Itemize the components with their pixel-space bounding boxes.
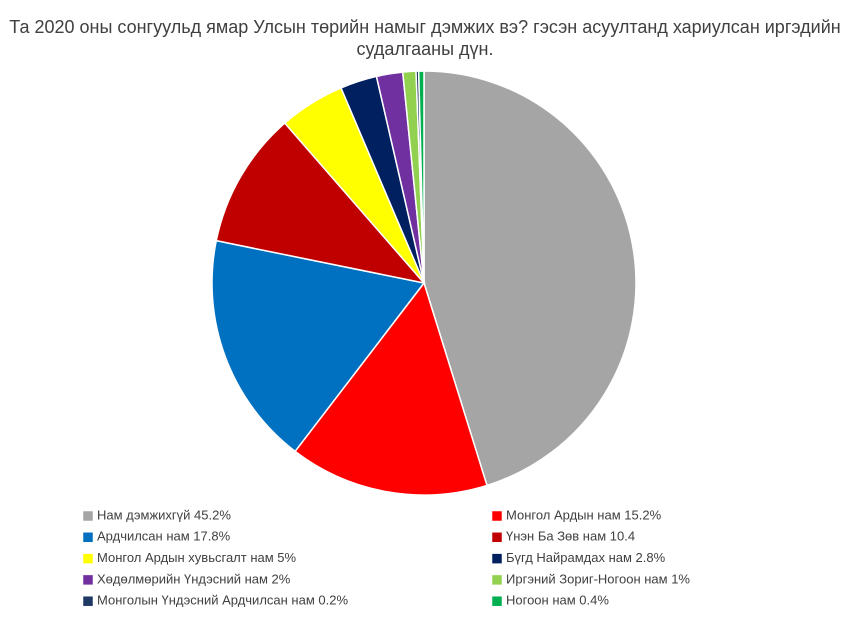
legend-swatch bbox=[82, 553, 94, 564]
chart-title: Та 2020 оны сонгуульд ямар Улсын төрийн … bbox=[9, 17, 840, 37]
legend-swatch bbox=[82, 510, 94, 522]
legend-label: Хөдөлмөрийн Үндэсний нам 2% bbox=[97, 571, 291, 586]
pie-slice bbox=[294, 281, 488, 496]
legend-swatch bbox=[491, 532, 503, 543]
pie-slice bbox=[215, 122, 427, 285]
legend-swatch bbox=[82, 532, 94, 543]
legend-swatch bbox=[491, 595, 503, 607]
legend-swatch bbox=[491, 510, 503, 522]
legend-label: Ардчилсан нам 17.8% bbox=[97, 529, 231, 544]
legend-swatch bbox=[82, 595, 94, 607]
legend-swatch bbox=[82, 574, 94, 586]
legend-label: Иргэний Зориг-Ногоон нам 1% bbox=[506, 571, 690, 586]
legend-label: Бүгд Найрамдах нам 2.8% bbox=[506, 550, 666, 565]
legend-label: Монголын Үндэсний Ардчилсан нам 0.2% bbox=[97, 593, 348, 608]
pie-slice bbox=[417, 70, 425, 284]
chart-title: судалгааны дүн. bbox=[357, 39, 494, 59]
legend-label: Нам дэмжихгүй 45.2% bbox=[97, 507, 231, 522]
legend-label: Ногоон нам 0.4% bbox=[506, 593, 609, 608]
legend-label: Үнэн Ба Зөв нам 10.4 bbox=[506, 529, 635, 544]
pie-slice bbox=[211, 239, 426, 453]
legend-swatch bbox=[491, 553, 503, 564]
legend-swatch bbox=[491, 574, 503, 586]
legend-label: Монгол Ардын хувьсгалт нам 5% bbox=[97, 550, 297, 565]
pie-slice bbox=[423, 70, 637, 487]
legend-label: Монгол Ардын нам 15.2% bbox=[506, 507, 662, 522]
